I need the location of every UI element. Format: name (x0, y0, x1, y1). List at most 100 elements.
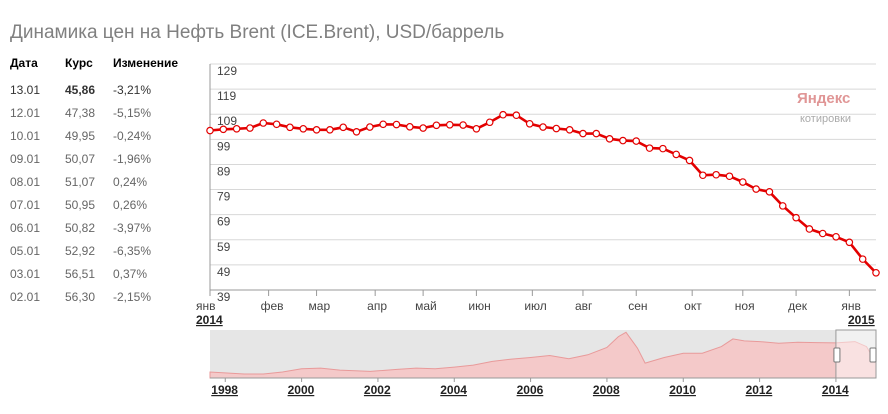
header-rate: Курс (65, 56, 93, 70)
data-point (206, 126, 214, 135)
data-point (445, 120, 454, 129)
row-rate: 56,30 (65, 289, 96, 304)
data-point (472, 124, 481, 133)
row-change: -3,97% (113, 220, 152, 235)
data-point (832, 232, 840, 241)
row-date: 06.01 (10, 220, 41, 235)
data-point (259, 119, 268, 127)
data-point (405, 122, 414, 131)
x-tick-label: апр (367, 299, 387, 313)
y-tick-label: 79 (217, 190, 231, 204)
data-point (512, 111, 521, 120)
data-point (699, 171, 707, 180)
row-date: 03.01 (10, 266, 41, 281)
data-point (778, 202, 787, 210)
quotes-header-row: Дата Курс Изменение (10, 56, 183, 78)
data-point (539, 123, 547, 131)
table-row: 12.01 47,38 -5,15% (10, 101, 183, 124)
x-tick-label: фев (261, 299, 284, 313)
table-row: 08.01 51,07 0,24% (10, 170, 183, 193)
row-change: 0,26% (113, 197, 148, 212)
data-point (792, 213, 800, 222)
row-date: 02.01 (10, 289, 41, 304)
row-date: 07.01 (10, 197, 41, 212)
table-row: 13.01 45,86 -3,21% (10, 78, 183, 101)
row-date: 12.01 (10, 105, 41, 120)
navigator-year-label: 2010 (669, 383, 696, 397)
x-tick-label: авг (575, 299, 593, 313)
data-point (805, 225, 814, 233)
data-point (432, 121, 441, 130)
data-point (725, 172, 734, 181)
row-date: 10.01 (10, 128, 41, 143)
price-line (209, 113, 877, 274)
data-point (312, 125, 321, 134)
data-point (619, 136, 627, 145)
data-point (872, 268, 880, 277)
data-point (552, 124, 561, 133)
row-rate: 56,51 (65, 266, 96, 281)
data-point (672, 150, 681, 159)
x-tick-label: дек (788, 299, 808, 313)
table-row: 05.01 52,92 -6,35% (10, 239, 183, 262)
data-point (858, 255, 867, 263)
table-row: 06.01 50,82 -3,97% (10, 216, 183, 239)
x-tick-label: май (415, 299, 437, 313)
table-row: 02.01 56,30 -2,15% (10, 285, 183, 308)
row-rate: 47,38 (65, 105, 96, 120)
navigator-area (209, 331, 877, 379)
data-point (605, 135, 614, 143)
data-point (485, 118, 494, 127)
navigator-year-label: 1998 (211, 383, 238, 397)
data-point (299, 124, 308, 133)
row-rate: 50,82 (65, 220, 96, 235)
navigator-year-label: 2004 (440, 383, 467, 397)
data-point (219, 125, 228, 134)
data-point (645, 144, 654, 152)
page-title: Динамика цен на Нефть Brent (ICE.Brent),… (10, 22, 505, 43)
row-change: -5,15% (113, 105, 152, 120)
row-rate: 49,95 (65, 128, 96, 143)
y-tick-label: 49 (217, 265, 231, 279)
data-point (818, 229, 827, 238)
data-point (525, 119, 534, 128)
logo-subtitle: котировки (800, 113, 851, 125)
x-tick-label: окт (684, 299, 702, 313)
data-point (632, 137, 641, 145)
row-change: 0,37% (113, 266, 148, 281)
yandex-logo: Яндекс (797, 90, 850, 107)
navigator-year-label: 2000 (288, 383, 315, 397)
data-point (272, 120, 281, 129)
table-row: 10.01 49,95 -0,24% (10, 124, 183, 147)
quotes-table: Дата Курс Изменение 13.01 45,86 -3,21% 1… (10, 56, 183, 308)
data-point (738, 178, 747, 186)
y-tick-label: 89 (217, 164, 231, 178)
table-row: 03.01 56,51 0,37% (10, 262, 183, 285)
y-tick-label: 109 (217, 114, 237, 128)
data-point (712, 170, 720, 179)
data-point (459, 121, 467, 129)
y-tick-label: 129 (217, 64, 237, 78)
data-point (339, 123, 348, 132)
row-change: -0,24% (113, 128, 152, 143)
year-label: 2014 (196, 313, 223, 327)
header-date: Дата (10, 56, 38, 70)
table-row: 07.01 50,95 0,26% (10, 193, 183, 216)
data-point (565, 125, 574, 134)
year-label: 2015 (848, 313, 875, 327)
header-change: Изменение (113, 56, 179, 70)
x-tick-label: янв (196, 299, 216, 313)
row-rate: 50,07 (65, 151, 96, 166)
data-point (419, 124, 427, 132)
y-tick-label: 119 (217, 89, 236, 103)
y-tick-label: 59 (217, 240, 231, 254)
x-tick-label: мар (309, 299, 331, 313)
navigator-year-label: 2002 (364, 383, 391, 397)
row-date: 09.01 (10, 151, 41, 166)
data-point (286, 123, 294, 132)
data-point (366, 123, 374, 131)
x-tick-label: янв (841, 299, 861, 313)
data-point (499, 110, 507, 119)
row-rate: 45,86 (65, 82, 96, 97)
row-change: 0,24% (113, 174, 148, 189)
